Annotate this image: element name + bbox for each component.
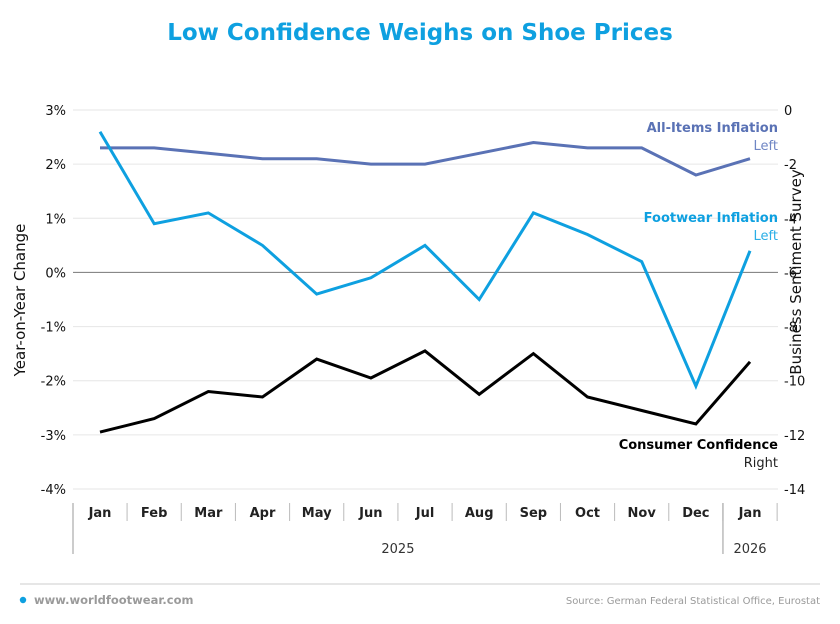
source-note: Source: German Federal Statistical Offic… xyxy=(566,596,820,607)
legend-all-items-axis: Left xyxy=(754,139,778,154)
x-tick-label: Mar xyxy=(194,506,223,521)
x-tick-label: Jun xyxy=(358,506,382,521)
x-tick-label: May xyxy=(302,506,332,521)
right-tick-label: 0 xyxy=(784,104,792,119)
left-tick-label: -4% xyxy=(41,483,66,498)
right-tick-label: -8 xyxy=(784,321,797,336)
x-tick-label: Feb xyxy=(141,506,167,521)
x-axis: Jan Feb Mar Apr May Jun Jul Aug Sep Oct Nov Dec Jan 2… xyxy=(72,503,778,557)
legend-footwear-name: Footwear Inflation xyxy=(644,211,778,226)
legend-footwear: Footwear Inflation Left xyxy=(644,211,778,244)
left-axis-title: Year-on-Year Change xyxy=(11,224,29,378)
left-axis-ticks: 3% 2% 1% 0% -1% -2% -3% -4% xyxy=(41,104,66,498)
legend-all-items-name: All-Items Inflation xyxy=(647,121,778,136)
year-label: 2026 xyxy=(733,542,766,557)
x-tick-label: Nov xyxy=(628,506,657,521)
right-axis-ticks: 0 -2 -4 -6 -8 -10 -12 -14 xyxy=(784,104,805,498)
grid xyxy=(73,109,778,490)
right-tick-label: -2 xyxy=(784,158,797,173)
x-tick-label: Sep xyxy=(520,506,548,521)
series-lines xyxy=(98,130,752,434)
left-tick-label: 0% xyxy=(45,266,66,281)
left-tick-label: 1% xyxy=(45,212,66,227)
legend-consumer-name: Consumer Confidence xyxy=(619,438,778,453)
left-tick-label: -3% xyxy=(41,429,66,444)
right-tick-label: -14 xyxy=(784,483,805,498)
footwear-inflation-line xyxy=(98,130,752,390)
x-tick-label: Jan xyxy=(88,506,112,521)
chart-title: Low Confidence Weighs on Shoe Prices xyxy=(167,20,673,46)
x-tick-label: Apr xyxy=(250,506,276,521)
consumer-confidence-line xyxy=(99,349,752,434)
year-label: 2025 xyxy=(381,542,414,557)
x-tick-label: Jan xyxy=(738,506,762,521)
right-tick-label: -4 xyxy=(784,212,797,227)
website-link[interactable]: www.worldfootwear.com xyxy=(34,593,193,607)
legend-footwear-axis: Left xyxy=(754,229,778,244)
right-tick-label: -6 xyxy=(784,266,797,281)
legend-consumer-confidence: Consumer Confidence Right xyxy=(619,438,778,471)
legend-consumer-axis: Right xyxy=(744,456,778,471)
left-tick-label: -1% xyxy=(41,321,66,336)
x-tick-label: Jul xyxy=(415,506,435,521)
left-tick-label: -2% xyxy=(41,375,66,390)
left-tick-label: 3% xyxy=(45,104,66,119)
right-axis-title: Business Sentiment Survey xyxy=(787,169,805,375)
right-tick-label: -10 xyxy=(784,375,805,390)
all-items-inflation-line xyxy=(100,140,751,177)
brand-dot-icon xyxy=(19,596,27,604)
x-tick-label: Aug xyxy=(465,506,494,521)
legend-all-items: All-Items Inflation Left xyxy=(647,121,778,154)
right-tick-label: -12 xyxy=(784,429,805,444)
x-tick-label: Oct xyxy=(575,506,600,521)
x-tick-label: Dec xyxy=(682,506,709,521)
left-tick-label: 2% xyxy=(45,158,66,173)
